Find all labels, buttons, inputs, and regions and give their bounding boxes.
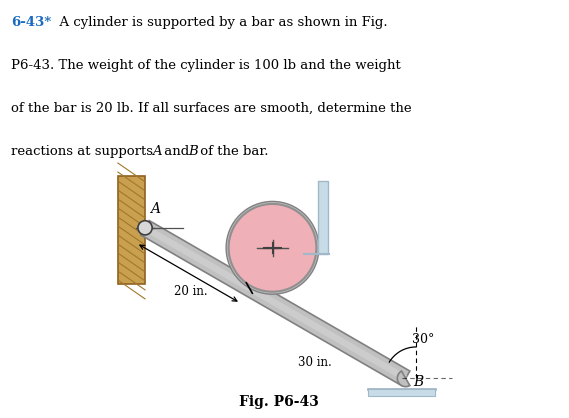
Text: reactions at supports: reactions at supports — [11, 145, 158, 158]
Circle shape — [226, 201, 319, 294]
Text: A: A — [150, 202, 160, 216]
Text: A: A — [152, 145, 161, 158]
Bar — [319, 181, 328, 254]
Polygon shape — [141, 221, 410, 385]
Text: B: B — [413, 375, 423, 390]
Text: B: B — [188, 145, 197, 158]
Circle shape — [138, 221, 152, 235]
Polygon shape — [143, 225, 407, 381]
Text: 30 in.: 30 in. — [298, 356, 331, 369]
Text: A cylinder is supported by a bar as shown in Fig.: A cylinder is supported by a bar as show… — [51, 16, 387, 29]
Text: and: and — [160, 145, 193, 158]
Circle shape — [229, 204, 316, 292]
Text: of the bar.: of the bar. — [196, 145, 268, 158]
Text: 30°: 30° — [412, 333, 434, 347]
Bar — [118, 176, 145, 284]
Polygon shape — [397, 371, 410, 387]
Text: 20 in.: 20 in. — [174, 285, 207, 298]
Text: P6-43. The weight of the cylinder is 100 lb and the weight: P6-43. The weight of the cylinder is 100… — [11, 59, 401, 72]
Text: Fig. P6-43: Fig. P6-43 — [239, 395, 319, 409]
Text: 6-43*: 6-43* — [11, 16, 52, 29]
Text: of the bar is 20 lb. If all surfaces are smooth, determine the: of the bar is 20 lb. If all surfaces are… — [11, 102, 412, 115]
Bar — [368, 389, 435, 396]
